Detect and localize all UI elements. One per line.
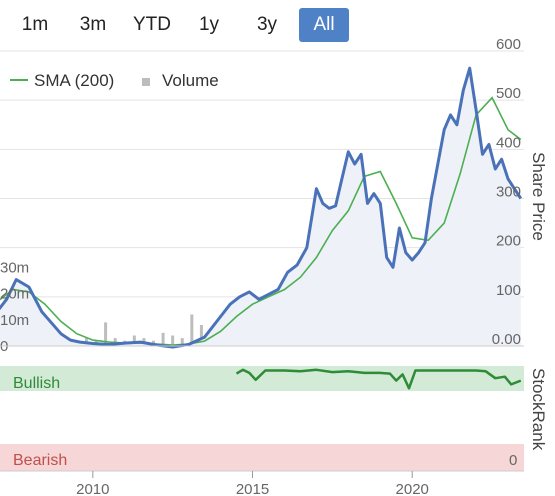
x-axis-ticks: 2010 2015 2020 <box>0 345 524 496</box>
price-area-fill <box>0 68 521 347</box>
volume-bar <box>104 322 108 346</box>
bearish-zone <box>0 444 524 471</box>
volume-tick-label: 30m <box>0 259 29 276</box>
legend-volume-swatch <box>142 78 150 86</box>
stockrank-tick-0: 0 <box>509 452 517 469</box>
volume-bar <box>190 314 194 346</box>
x-tick-label: 2020 <box>396 481 429 496</box>
bearish-label: Bearish <box>13 452 67 469</box>
range-button-all[interactable]: All <box>299 8 349 42</box>
legend-sma-label[interactable]: SMA (200) <box>34 71 114 90</box>
volume-bar <box>199 325 203 346</box>
range-selector: 1m 3m YTD 1y 3y All <box>0 8 360 42</box>
volume-tick-label: 10m <box>0 312 29 329</box>
volume-bar <box>171 335 175 346</box>
price-tick-label: 100 <box>496 282 521 299</box>
price-axis-ticks: 600 500 400 300 200 100 0.00 <box>492 36 521 348</box>
x-tick-label: 2015 <box>236 481 269 496</box>
volume-bar <box>132 335 136 346</box>
volume-bar <box>180 338 184 346</box>
price-tick-label: 500 <box>496 85 521 102</box>
legend-volume-label[interactable]: Volume <box>162 71 219 90</box>
price-tick-label: 0.00 <box>492 331 521 348</box>
price-tick-label: 400 <box>496 134 521 151</box>
price-tick-label: 200 <box>496 233 521 250</box>
volume-tick-label: 20m <box>0 286 29 303</box>
x-tick-label: 2010 <box>76 481 109 496</box>
price-line <box>0 66 523 349</box>
price-tick-label: 600 <box>496 36 521 53</box>
stockrank-axis-title: StockRank <box>529 368 548 451</box>
price-gridlines <box>0 50 524 347</box>
range-button-1m[interactable]: 1m <box>21 14 49 35</box>
range-button-3m[interactable]: 3m <box>79 14 107 35</box>
bullish-label: Bullish <box>13 375 60 392</box>
sma-line <box>0 96 522 346</box>
price-tick-label: 300 <box>496 184 521 201</box>
range-button-1y[interactable]: 1y <box>198 14 220 35</box>
range-button-ytd[interactable]: YTD <box>133 14 171 35</box>
volume-bar <box>161 332 165 346</box>
chart-legend: SMA (200) Volume <box>10 71 219 90</box>
stockrank-line <box>235 368 522 390</box>
price-axis-title: Share Price <box>529 152 548 241</box>
range-button-3y[interactable]: 3y <box>256 14 278 35</box>
